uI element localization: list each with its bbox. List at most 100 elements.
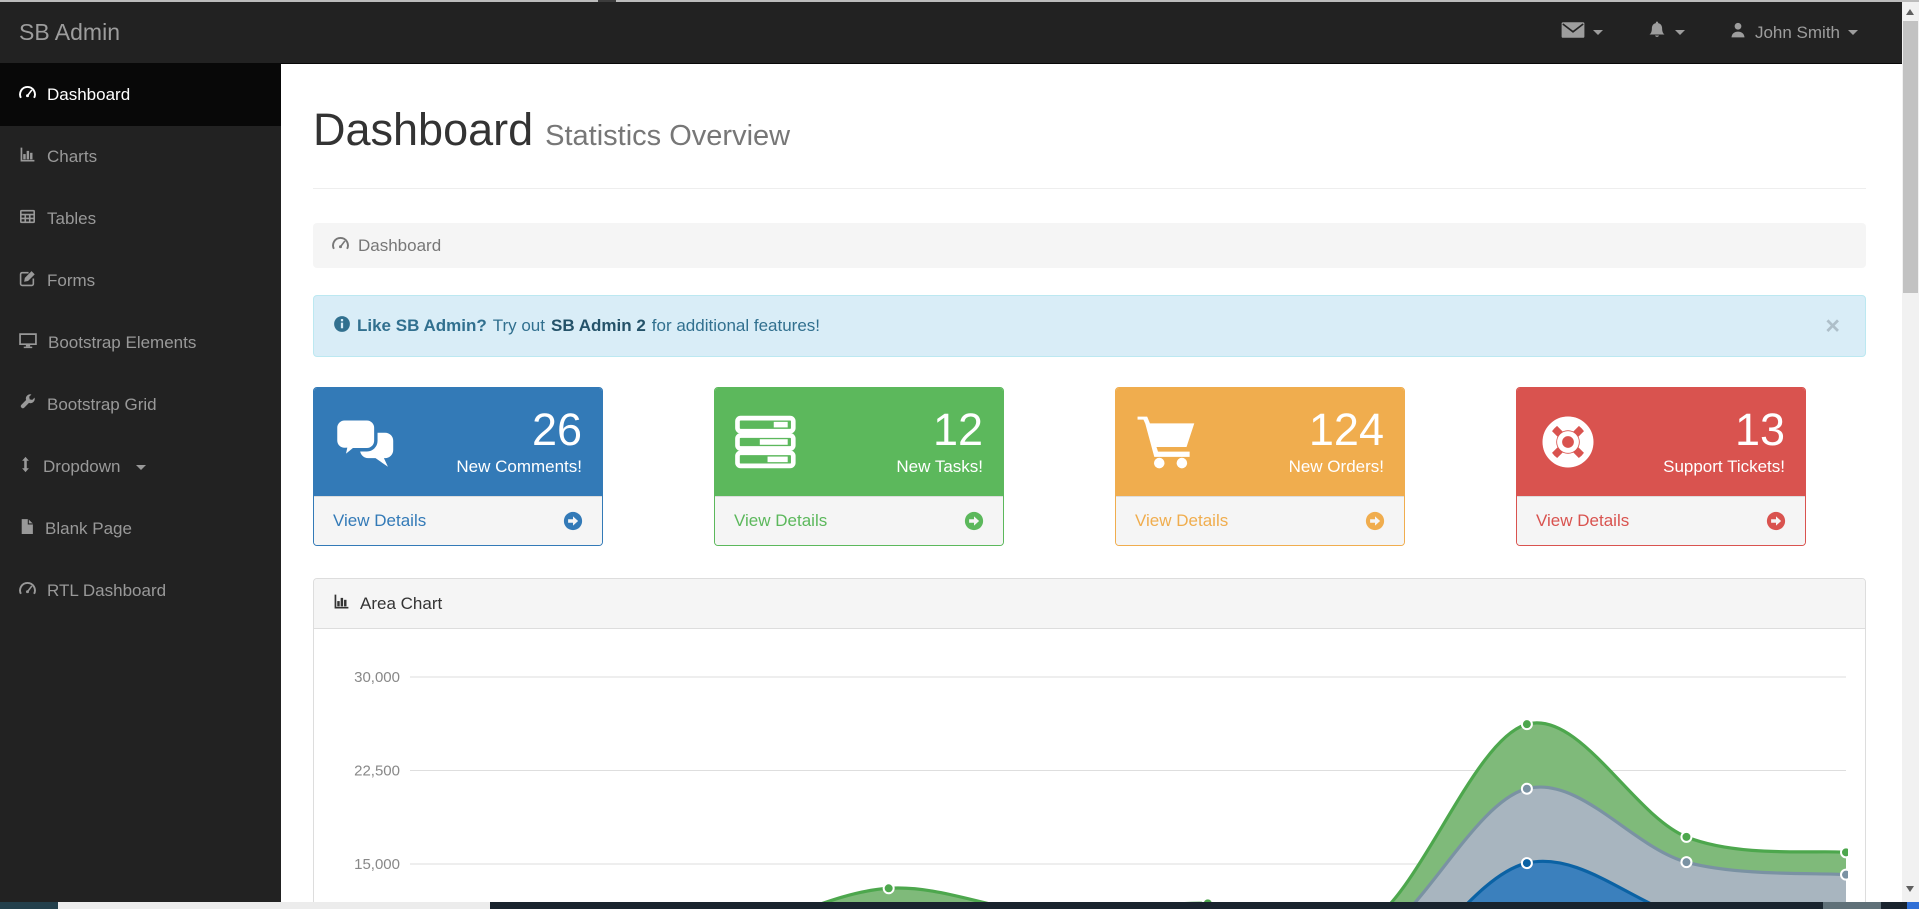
- wrench-icon: [19, 394, 36, 416]
- stat-value: 12: [932, 404, 983, 456]
- chevron-down-icon: [1592, 30, 1603, 35]
- arrow-circle-right-icon: [1766, 511, 1786, 531]
- info-alert: Like SB Admin? Try out SB Admin 2 for ad…: [313, 295, 1866, 357]
- sidebar-item-dashboard[interactable]: Dashboard: [0, 64, 281, 126]
- desktop-icon: [19, 332, 37, 354]
- area-chart-panel: Area Chart 30,00022,50015,0007,50002010 …: [313, 578, 1866, 909]
- stat-panel-orders: 124 New Orders! View Details: [1115, 387, 1405, 546]
- dashboard-gauge-icon: [332, 235, 349, 257]
- sidebar-item-dropdown[interactable]: Dropdown: [0, 436, 281, 498]
- stat-label: New Tasks!: [896, 456, 983, 476]
- shopping-cart-icon: [1136, 414, 1198, 470]
- stat-panel-heading: 124 New Orders!: [1116, 388, 1404, 496]
- sidebar-item-bootstrap-elements[interactable]: Bootstrap Elements: [0, 312, 281, 374]
- sidebar-item-tables[interactable]: Tables: [0, 188, 281, 250]
- arrow-circle-right-icon: [964, 511, 984, 531]
- stat-panel-comments: 26 New Comments! View Details: [313, 387, 603, 546]
- stat-panel-support-tickets: 13 Support Tickets! View Details: [1516, 387, 1806, 546]
- sidebar-nav: Dashboard Charts Tables Forms Bootstrap …: [0, 64, 281, 909]
- stat-label: Support Tickets!: [1663, 456, 1785, 476]
- sidebar-item-label: Blank Page: [45, 519, 132, 538]
- horizontal-scrollbar-thumb[interactable]: [58, 902, 490, 909]
- sidebar-item-blank-page[interactable]: Blank Page: [0, 498, 281, 560]
- file-icon: [19, 518, 34, 540]
- svg-text:15,000: 15,000: [354, 856, 400, 873]
- user-icon: [1729, 21, 1747, 44]
- window-top-edge: [0, 0, 1919, 2]
- svg-text:30,000: 30,000: [354, 669, 400, 686]
- alerts-dropdown[interactable]: [1647, 20, 1685, 45]
- top-navbar: SB Admin John Smith: [0, 2, 1902, 64]
- sidebar-item-label: Tables: [47, 209, 97, 228]
- info-circle-icon: [333, 315, 351, 338]
- horizontal-scrollbar[interactable]: [0, 902, 1919, 909]
- sidebar-item-label: Forms: [47, 271, 96, 290]
- vertical-scrollbar-thumb[interactable]: [1903, 21, 1918, 293]
- view-details-link[interactable]: View Details: [314, 496, 602, 545]
- table-icon: [19, 208, 36, 230]
- stat-panel-heading: 26 New Comments!: [314, 388, 602, 496]
- sidebar-item-bootstrap-grid[interactable]: Bootstrap Grid: [0, 374, 281, 436]
- scroll-down-arrow-icon[interactable]: [1906, 886, 1914, 892]
- stat-value: 26: [531, 404, 582, 456]
- chevron-down-icon: [135, 464, 146, 470]
- sidebar-item-forms[interactable]: Forms: [0, 250, 281, 312]
- sidebar-item-label: RTL Dashboard: [47, 581, 167, 600]
- vertical-scrollbar[interactable]: [1902, 2, 1919, 902]
- tasks-icon: [735, 414, 797, 470]
- chevron-down-icon: [1674, 30, 1685, 35]
- alert-link[interactable]: SB Admin 2: [551, 316, 646, 335]
- sidebar-item-label: Dashboard: [47, 85, 131, 104]
- dashboard-gauge-icon: [19, 580, 36, 602]
- brand-link[interactable]: SB Admin: [19, 19, 120, 45]
- navbar-right-menu: John Smith: [1561, 20, 1858, 45]
- svg-text:22,500: 22,500: [354, 763, 400, 780]
- page-content: Dashboard Statistics Overview Dashboard L…: [281, 64, 1902, 909]
- user-name-label: John Smith: [1754, 22, 1840, 42]
- breadcrumb: Dashboard: [313, 223, 1866, 268]
- edit-icon: [19, 270, 36, 292]
- sidebar-item-label: Charts: [47, 147, 98, 166]
- stat-panel-heading: 12 New Tasks!: [715, 388, 1003, 496]
- sidebar-item-label: Bootstrap Elements: [48, 333, 197, 352]
- sidebar-item-label: Dropdown: [43, 457, 121, 476]
- page-subtitle: Statistics Overview: [545, 120, 791, 152]
- view-details-link[interactable]: View Details: [1517, 496, 1805, 545]
- page-header: Dashboard Statistics Overview: [313, 105, 1866, 189]
- messages-dropdown[interactable]: [1561, 21, 1603, 44]
- arrow-circle-right-icon: [1365, 511, 1385, 531]
- bar-chart-icon: [19, 146, 36, 168]
- dashboard-gauge-icon: [19, 84, 36, 106]
- view-details-link[interactable]: View Details: [715, 496, 1003, 545]
- panel-title: Area Chart: [360, 593, 443, 613]
- stat-label: New Comments!: [456, 456, 582, 476]
- sidebar-item-rtl-dashboard[interactable]: RTL Dashboard: [0, 560, 281, 622]
- area-chart-panel-heading: Area Chart: [314, 579, 1865, 629]
- stat-value: 124: [1308, 404, 1384, 456]
- stat-panel-heading: 13 Support Tickets!: [1517, 388, 1805, 496]
- alert-text: for additional features!: [651, 316, 820, 335]
- comments-icon: [334, 414, 396, 470]
- chevron-down-icon: [1848, 30, 1858, 35]
- envelope-icon: [1561, 21, 1585, 44]
- alert-bold-text: Like SB Admin?: [357, 316, 487, 335]
- sidebar-item-charts[interactable]: Charts: [0, 126, 281, 188]
- bar-chart-icon: [333, 593, 350, 615]
- sidebar-item-label: Bootstrap Grid: [47, 395, 157, 414]
- breadcrumb-item-active: Dashboard: [358, 235, 442, 255]
- stat-panels-row: 26 New Comments! View Details: [313, 387, 1866, 546]
- bell-icon: [1647, 20, 1667, 45]
- user-menu-dropdown[interactable]: John Smith: [1729, 21, 1858, 44]
- stat-label: New Orders!: [1288, 456, 1384, 476]
- stat-value: 13: [1734, 404, 1785, 456]
- page-title: Dashboard: [313, 104, 534, 155]
- alert-close-button[interactable]: ×: [1819, 313, 1846, 340]
- scroll-up-arrow-icon[interactable]: [1906, 9, 1914, 15]
- arrow-circle-right-icon: [563, 511, 583, 531]
- view-details-link[interactable]: View Details: [1116, 496, 1404, 545]
- alert-text: Try out: [492, 316, 545, 335]
- arrows-vertical-icon: [19, 456, 32, 478]
